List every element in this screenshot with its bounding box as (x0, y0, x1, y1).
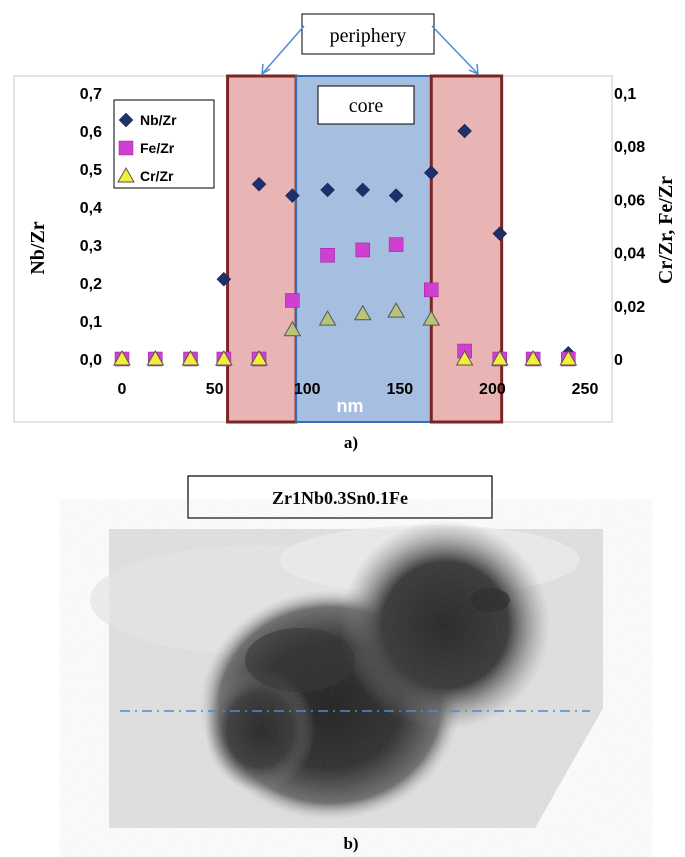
point-cr-zr (214, 349, 233, 366)
panel-b-label: b) (343, 834, 358, 853)
y-left-tick-label: 0,1 (80, 314, 102, 331)
point-cr-zr (318, 310, 337, 326)
x-axis-title: nm (337, 396, 364, 416)
legend-marker-nb-zr (118, 112, 134, 128)
legend-label: Nb/Zr (140, 112, 177, 128)
y-right-tick-label: 0,08 (614, 139, 645, 156)
point-nb-zr (355, 182, 371, 198)
y-axis-right-title: Cr/Zr, Fe/Zr (655, 176, 677, 284)
point-cr-zr (113, 349, 131, 366)
legend-label: Fe/Zr (140, 140, 175, 156)
y-left-tick-label: 0,7 (80, 86, 102, 103)
x-tick-label: 200 (479, 381, 506, 398)
point-fe-zr (355, 242, 371, 258)
axes: 0 50 100 150 200 250 0,0 0,1 0,2 0,3 0,4 0,5 0,6 0,7 0… (80, 86, 645, 398)
point-nb-zr (492, 226, 508, 241)
point-cr-zr (250, 349, 268, 366)
y-left-tick-label: 0,2 (80, 276, 102, 293)
x-tick-label: 150 (386, 381, 413, 398)
chart-marks (113, 123, 578, 367)
y-right-tick-label: 0,1 (614, 86, 636, 103)
periphery-arrow-right (431, 25, 479, 75)
x-tick-label: 250 (572, 381, 599, 398)
point-cr-zr (181, 349, 200, 366)
point-cr-zr (455, 349, 474, 366)
point-fe-zr (424, 282, 439, 298)
point-nb-zr (251, 176, 267, 192)
periphery-arrowhead-right (468, 63, 479, 76)
legend-marker-cr-zr (117, 166, 135, 183)
point-nb-zr (285, 188, 300, 203)
legend: Nb/Zr Fe/Zr Cr/Zr (117, 112, 177, 184)
y-right-tick-label: 0,02 (614, 299, 645, 316)
point-fe-zr (285, 293, 300, 308)
y-right-tick-label: 0 (614, 352, 623, 369)
point-cr-zr (146, 349, 165, 366)
point-cr-zr (524, 349, 543, 366)
x-tick-label: 0 (118, 381, 127, 398)
point-cr-zr (283, 320, 302, 337)
periphery-arrow-left (261, 25, 305, 75)
point-cr-zr (387, 302, 405, 318)
point-nb-zr (388, 188, 404, 203)
point-cr-zr (490, 349, 509, 366)
tem-micrograph (90, 520, 603, 828)
point-nb-zr (457, 123, 472, 139)
x-tick-label: 100 (294, 381, 321, 398)
y-right-tick-label: 0,04 (614, 246, 645, 263)
x-tick-label: 50 (206, 381, 224, 398)
y-left-tick-label: 0,6 (80, 124, 102, 141)
point-fe-zr (320, 248, 335, 263)
point-cr-zr (559, 349, 578, 366)
y-left-tick-label: 0,5 (80, 162, 102, 179)
point-cr-zr (353, 304, 372, 321)
periphery-label-box (301, 13, 435, 55)
image-title-box (187, 475, 493, 519)
legend-label: Cr/Zr (140, 168, 174, 184)
periphery-arrowhead-left (261, 63, 271, 76)
y-axis-left-title: Nb/Zr (27, 221, 49, 274)
y-left-tick-label: 0,3 (80, 238, 102, 255)
periphery-label: periphery (330, 25, 407, 47)
point-nb-zr (216, 271, 232, 287)
point-cr-zr (422, 310, 441, 326)
y-left-tick-label: 0,4 (80, 200, 102, 217)
core-label: core (349, 95, 384, 117)
image-title: Zr1Nb0.3Sn0.1Fe (272, 488, 408, 508)
point-fe-zr (388, 237, 404, 252)
panel-a-label: a) (344, 433, 358, 452)
y-right-tick-label: 0,06 (614, 192, 645, 209)
region-band-periphery-0 (226, 74, 298, 424)
point-nb-zr (320, 182, 335, 198)
y-left-tick-label: 0,0 (80, 352, 102, 369)
core-label-box (317, 85, 415, 125)
legend-marker-fe-zr (118, 140, 134, 156)
point-nb-zr (423, 165, 439, 181)
